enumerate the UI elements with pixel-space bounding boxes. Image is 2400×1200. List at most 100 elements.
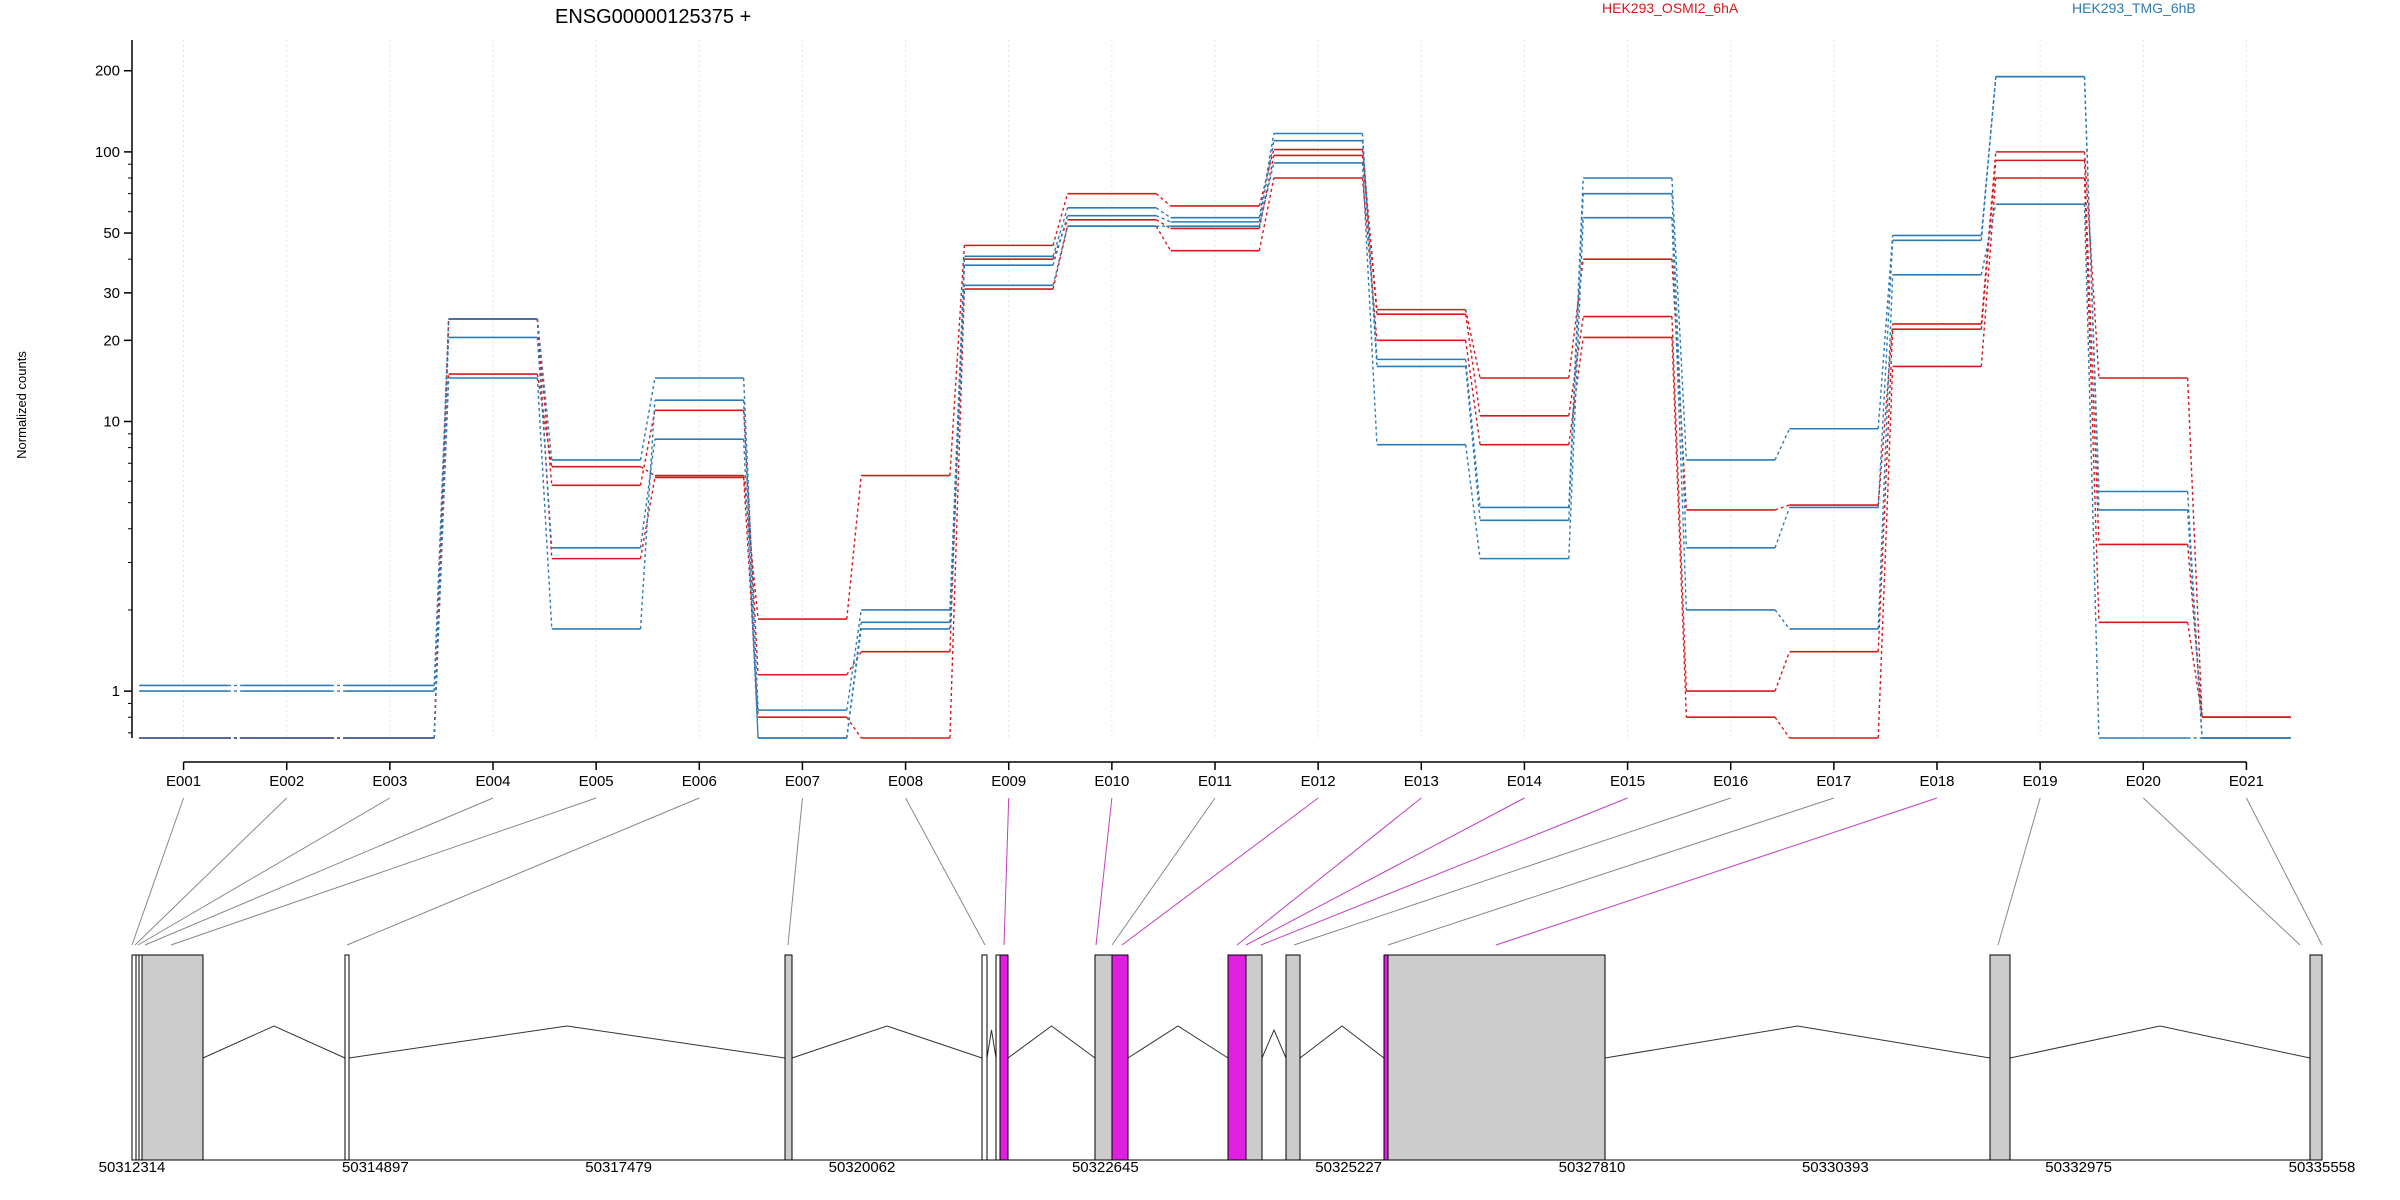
series-connector [1980, 160, 1997, 330]
x-tick-label: E014 [1507, 773, 1542, 790]
series-connector [1877, 366, 1894, 739]
y-tick-label: 1 [112, 683, 120, 700]
series-connector [2083, 177, 2100, 623]
series-connector [1258, 162, 1275, 227]
series-connector [1361, 162, 1378, 445]
exon-connector [2142, 797, 2301, 946]
series-connector [1155, 193, 1172, 207]
exon-connector [1293, 797, 1731, 946]
intron-line [202, 1025, 346, 1059]
exon-connector [2245, 797, 2323, 946]
series-connector [1052, 193, 1069, 246]
coordinate-label: 50327810 [1559, 1159, 1626, 1176]
coordinate-label: 50317479 [585, 1159, 652, 1176]
exon-box [2309, 954, 2323, 1161]
series-connector [1568, 259, 1584, 379]
series-lines [139, 75, 2291, 739]
series-connector [1671, 193, 1688, 548]
exon-connector [905, 797, 986, 946]
series-connector [1671, 337, 1688, 718]
series-connector [639, 400, 656, 630]
series-connector [846, 716, 862, 739]
series-connector [846, 651, 862, 676]
series-connector [1464, 314, 1481, 416]
series-connector [639, 477, 656, 559]
x-tick-label: E018 [1919, 773, 1954, 790]
exon-box [1383, 954, 1389, 1161]
series-connector [639, 377, 656, 461]
series-connector [2083, 76, 2100, 510]
exon-box [344, 954, 350, 1161]
series-connector [1464, 359, 1481, 508]
exon-connector [1387, 797, 1835, 946]
exon-connector [1997, 797, 2041, 946]
x-tick-label: E013 [1404, 773, 1439, 790]
exon-connector [787, 797, 803, 946]
coordinate-label: 50332975 [2045, 1159, 2112, 1176]
series-connector [640, 466, 656, 477]
series-connector [949, 288, 966, 739]
series-connector [846, 628, 862, 739]
series-connector [2186, 377, 2203, 718]
series-connector [1258, 177, 1275, 251]
exon-box [1245, 954, 1263, 1161]
series-connector [846, 622, 862, 739]
legend-entry-osmi2: HEK293_OSMI2_6hA [1602, 0, 1739, 16]
series-connector [1980, 177, 1997, 367]
series-connector [433, 377, 450, 739]
x-tick-label: E017 [1816, 773, 1851, 790]
x-tick-label: E012 [1301, 773, 1336, 790]
x-tick-label: E003 [372, 773, 407, 790]
coordinate-label: 50320062 [829, 1159, 896, 1176]
series-line [139, 148, 2291, 739]
exon-box [1227, 954, 1247, 1161]
series-connector [639, 439, 656, 548]
exon-box [995, 954, 1001, 1161]
series-connector [639, 410, 656, 486]
chart-title: ENSG00000125375 + [555, 6, 751, 28]
exon-connector [1003, 797, 1010, 946]
y-tick-label: 200 [95, 63, 120, 80]
exon-connector [1111, 797, 1216, 946]
series-connector [536, 318, 553, 486]
x-tick-label: E007 [785, 773, 820, 790]
series-connector [1877, 323, 1894, 506]
exon-box [1387, 954, 1606, 1161]
series-line [139, 75, 2291, 739]
exon-box [981, 954, 988, 1161]
series-connector [949, 245, 966, 476]
series-connector [1774, 609, 1791, 630]
series-connector [1671, 177, 1688, 460]
y-axis-label: Normalized counts [14, 351, 29, 459]
coordinate-label: 50325227 [1315, 1159, 1382, 1176]
y-tick-label: 20 [103, 332, 120, 349]
series-connector [1052, 226, 1069, 286]
intron-line [1299, 1025, 1385, 1059]
exon-connector [346, 797, 700, 946]
intron-line [1261, 1028, 1287, 1059]
y-tick-label: 50 [103, 225, 120, 242]
legend-entry-tmg: HEK293_TMG_6hB [2072, 0, 2196, 16]
x-tick-label: E010 [1094, 773, 1129, 790]
intron-line [2009, 1025, 2311, 1059]
coordinate-label: 50322645 [1072, 1159, 1139, 1176]
exon-connector [144, 797, 494, 946]
x-tick-label: E002 [269, 773, 304, 790]
vertical-gridlines [183, 40, 2247, 738]
series-connector [1258, 140, 1275, 223]
exon-connector [1121, 797, 1319, 946]
series-connector [2083, 204, 2100, 739]
exon-box [1094, 954, 1113, 1161]
series-connector [1568, 337, 1584, 445]
y-tick-label: 30 [103, 285, 120, 302]
series-connector [846, 475, 862, 620]
series-connector [1568, 316, 1584, 416]
y-tick-label: 100 [95, 144, 120, 161]
x-tick-label: E006 [682, 773, 717, 790]
exon-box [1285, 954, 1301, 1161]
series-connector [1774, 428, 1791, 461]
series-connector [1877, 329, 1894, 652]
series-connector [1052, 215, 1069, 266]
exon-box [141, 954, 204, 1161]
series-connector [1774, 504, 1790, 511]
